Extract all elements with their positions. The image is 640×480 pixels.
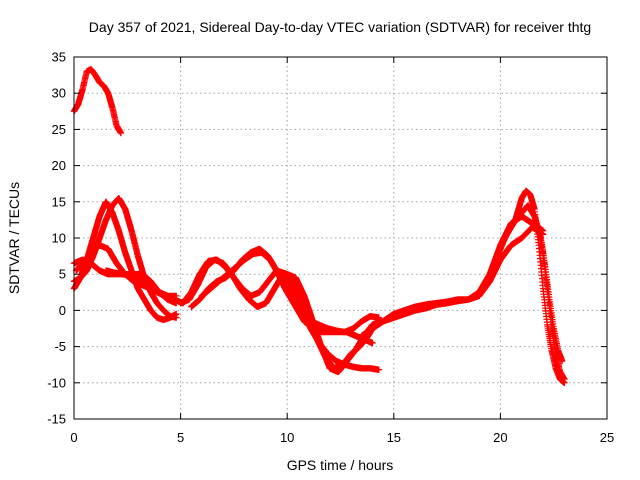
data-point-marks: [70, 256, 180, 307]
data-point-marks: [535, 227, 568, 383]
x-tick-label: 5: [177, 430, 184, 445]
series-arc-15: [535, 227, 568, 383]
y-tick-label: 10: [52, 231, 66, 246]
y-tick-label: -5: [54, 339, 66, 354]
x-axis-label: GPS time / hours: [287, 457, 394, 473]
axis-ticks: 0 5 10 15 20 25 -15 -10 -5 0 5 10 15 20 25 30 35: [47, 50, 614, 446]
y-tick-label: 15: [52, 194, 66, 209]
y-tick-label: 35: [52, 50, 66, 65]
y-tick-label: -15: [47, 412, 66, 427]
x-tick-label: 25: [600, 430, 614, 445]
data-point-marks: [369, 223, 547, 329]
y-axis-label: SDTVAR / TECUs: [6, 182, 22, 294]
y-tick-label: -10: [47, 375, 66, 390]
y-tick-label: 30: [52, 86, 66, 101]
data-point-marks: [70, 66, 125, 137]
series-arc-1: [70, 66, 125, 137]
x-tick-label: 10: [280, 430, 294, 445]
y-tick-label: 5: [59, 267, 66, 282]
x-tick-label: 0: [70, 430, 77, 445]
data-points: [70, 66, 568, 386]
x-tick-label: 20: [493, 430, 507, 445]
grid: [74, 57, 607, 419]
series-arc-12: [369, 223, 547, 329]
chart-title: Day 357 of 2021, Sidereal Day-to-day VTE…: [89, 19, 591, 35]
x-tick-label: 15: [387, 430, 401, 445]
series-arc-4: [70, 256, 180, 307]
y-tick-label: 25: [52, 122, 66, 137]
y-tick-label: 20: [52, 158, 66, 173]
y-tick-label: 0: [59, 303, 66, 318]
